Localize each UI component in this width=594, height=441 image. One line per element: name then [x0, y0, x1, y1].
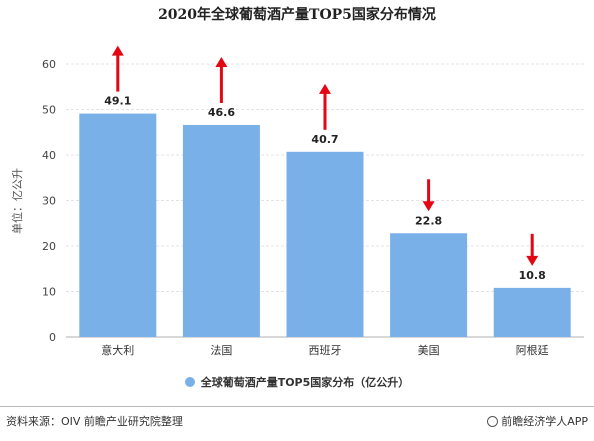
y-tick-label: 50	[42, 104, 56, 117]
bar	[182, 124, 260, 337]
credit-label: 前瞻经济学人APP	[501, 415, 588, 428]
y-tick-label: 30	[42, 195, 56, 208]
trend-down-arrow-icon	[526, 255, 539, 266]
trend-up-arrow-icon	[111, 45, 124, 56]
trend-up-arrow-icon	[215, 56, 228, 67]
trend-arrows	[111, 45, 539, 266]
x-axis-ticks: 意大利 法国 西班牙 美国 阿根廷	[101, 343, 548, 357]
footer-divider	[0, 406, 594, 407]
bar	[493, 287, 571, 337]
data-label: 46.6	[208, 106, 235, 119]
x-tick-label: 西班牙	[309, 344, 342, 357]
x-tick-label: 美国	[418, 344, 440, 357]
y-tick-label: 40	[42, 149, 56, 162]
data-label: 40.7	[311, 133, 338, 146]
bar	[286, 151, 364, 337]
data-labels: 49.1 46.6 40.7 22.8 10.8	[104, 95, 546, 282]
legend-swatch	[184, 377, 195, 387]
y-tick-label: 10	[42, 286, 56, 299]
y-tick-label: 0	[49, 331, 56, 344]
bar	[79, 113, 157, 337]
data-label: 10.8	[519, 269, 546, 282]
credit: 前瞻经济学人APP	[487, 413, 588, 429]
legend: 全球葡萄酒产量TOP5国家分布（亿公升）	[0, 374, 594, 390]
logo-icon	[487, 416, 499, 427]
bars	[79, 113, 571, 337]
bar	[390, 233, 468, 337]
data-label: 22.8	[415, 214, 442, 227]
x-tick-label: 意大利	[101, 343, 134, 357]
source-note: 资料来源：OIV 前瞻产业研究院整理	[6, 415, 183, 428]
legend-label: 全球葡萄酒产量TOP5国家分布（亿公升）	[200, 376, 410, 389]
y-tick-label: 20	[42, 240, 56, 253]
y-tick-label: 60	[42, 58, 56, 71]
y-axis-ticks: 0 10 20 30 40 50 60	[42, 58, 56, 344]
x-tick-label: 阿根廷	[516, 343, 549, 357]
trend-down-arrow-icon	[422, 201, 435, 212]
trend-up-arrow-icon	[319, 83, 331, 94]
y-axis-label: 单位：亿公升	[10, 168, 24, 234]
x-tick-label: 法国	[210, 343, 232, 357]
chart-title: 2020年全球葡萄酒产量TOP5国家分布情况	[158, 7, 436, 23]
data-label: 49.1	[104, 95, 131, 108]
